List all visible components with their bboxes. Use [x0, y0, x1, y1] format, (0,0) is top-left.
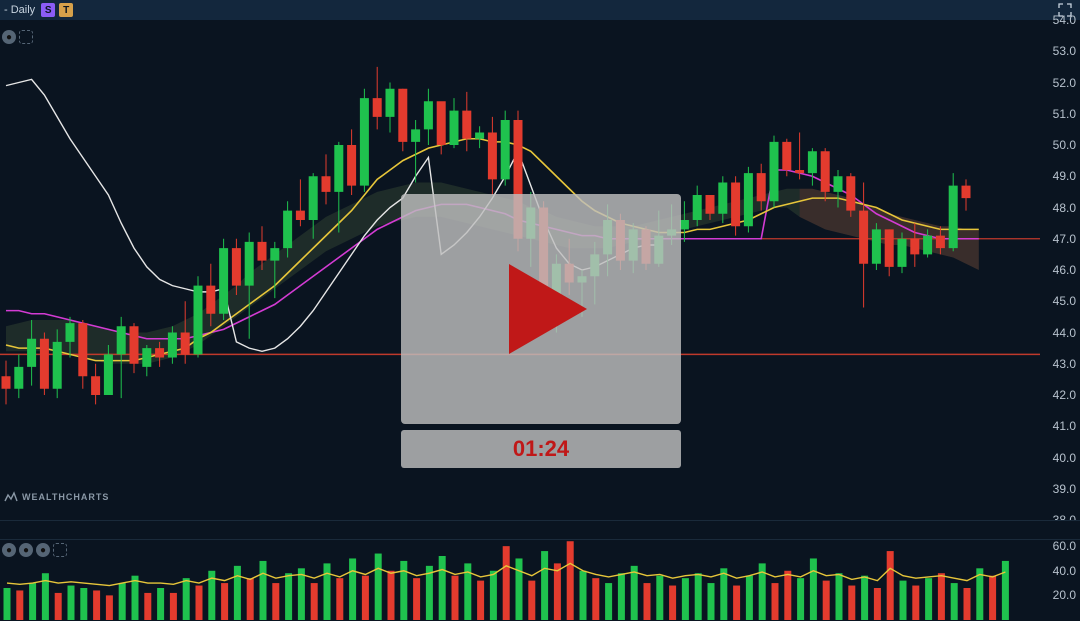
indicator-chip-t[interactable]: T	[59, 3, 73, 17]
video-duration: 01:24	[401, 430, 681, 468]
chart-header: - Daily S T	[0, 0, 1080, 20]
pane-divider[interactable]	[0, 520, 1080, 540]
watermark: WEALTHCHARTS	[4, 490, 109, 504]
play-button[interactable]	[401, 194, 681, 424]
indicator-chip-s[interactable]: S	[41, 3, 55, 17]
duration-text: 01:24	[513, 436, 569, 462]
wealthcharts-logo-icon	[4, 490, 18, 504]
volume-axis: 60.040.020.0	[1040, 540, 1080, 620]
play-icon	[509, 264, 587, 354]
timeframe-label: - Daily	[4, 4, 35, 16]
watermark-text: WEALTHCHARTS	[22, 492, 109, 502]
price-axis: 54.053.052.051.050.049.048.047.046.045.0…	[1040, 20, 1080, 520]
chart-app: - Daily S T ● 54.053.052.051.050.049.048…	[0, 0, 1080, 621]
volume-chart[interactable]	[0, 540, 1040, 620]
